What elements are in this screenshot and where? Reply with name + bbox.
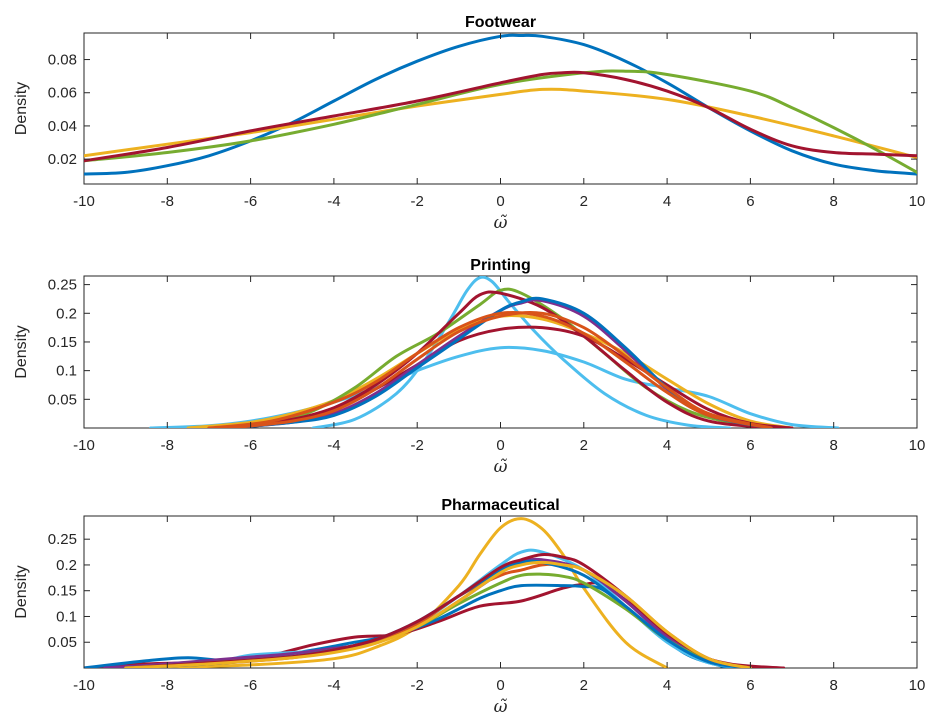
series-group [149, 276, 840, 428]
x-tick-label: 10 [909, 437, 926, 454]
x-tick-label: -10 [73, 677, 95, 694]
x-tick-label: 4 [663, 193, 671, 210]
y-tick-label: 0.08 [48, 52, 77, 69]
panel-title: Footwear [465, 14, 536, 31]
panel-title: Printing [470, 257, 530, 274]
y-tick-label: 0.25 [48, 277, 77, 294]
y-tick-label: 0.05 [48, 634, 77, 651]
x-tick-label: -4 [327, 437, 340, 454]
y-tick-label: 0.15 [48, 583, 77, 600]
series-group [84, 517, 786, 668]
x-tick-label: 0 [496, 677, 504, 694]
y-tick-label: 0.05 [48, 391, 77, 408]
y-tick-label: 0.15 [48, 334, 77, 351]
x-tick-label: 2 [580, 193, 588, 210]
x-tick-label: -4 [327, 193, 340, 210]
x-axis-label: ω̃ [494, 457, 508, 477]
y-tick-label: 0.1 [56, 363, 77, 380]
chart-panel-2: -10 -8 -6 -4 -2 0 2 4 6 8 10 0.05 0.1 0.15 0.2 0.25 Phar… [13, 497, 925, 717]
x-tick-label: -8 [161, 437, 174, 454]
series-line-0 [84, 33, 917, 176]
series-line-9 [228, 311, 773, 428]
y-axis-label: Density [13, 325, 30, 378]
x-tick-label: -2 [411, 193, 424, 210]
x-tick-label: -8 [161, 677, 174, 694]
x-tick-label: 0 [496, 193, 504, 210]
panel-title: Pharmaceutical [441, 497, 559, 514]
series-line-9 [124, 560, 752, 668]
x-tick-label: 10 [909, 193, 926, 210]
x-tick-label: 4 [663, 437, 671, 454]
x-tick-label: -4 [327, 677, 340, 694]
y-tick-label: 0.2 [56, 557, 77, 574]
y-tick-label: 0.06 [48, 85, 77, 102]
y-tick-label: 0.02 [48, 151, 77, 168]
x-tick-label: 6 [746, 193, 754, 210]
y-tick-label: 0.04 [48, 118, 77, 135]
x-tick-label: 2 [580, 437, 588, 454]
x-tick-label: 10 [909, 677, 926, 694]
y-tick-label: 0.2 [56, 305, 77, 322]
series-line-5 [228, 290, 773, 428]
x-tick-label: 6 [746, 437, 754, 454]
series-line-8 [207, 310, 773, 428]
x-tick-label: -10 [73, 193, 95, 210]
x-tick-label: 4 [663, 677, 671, 694]
x-tick-label: -10 [73, 437, 95, 454]
plot-area [83, 32, 918, 185]
x-tick-label: -6 [244, 677, 257, 694]
x-tick-label: -6 [244, 437, 257, 454]
x-tick-label: 2 [580, 677, 588, 694]
x-tick-label: 8 [830, 437, 838, 454]
series-line-3 [84, 70, 917, 163]
x-tick-label: -2 [411, 437, 424, 454]
x-tick-label: -2 [411, 677, 424, 694]
plot-area [83, 275, 918, 429]
x-axis-label: ω̃ [494, 213, 508, 233]
x-tick-label: 8 [830, 193, 838, 210]
y-axis-label: Density [13, 82, 30, 135]
x-tick-label: 8 [830, 677, 838, 694]
x-tick-label: 6 [746, 677, 754, 694]
series-line-1 [311, 276, 732, 428]
series-group [84, 33, 917, 176]
chart-panel-1: -10 -8 -6 -4 -2 0 2 4 6 8 10 0.05 0.1 0.15 0.2 0.25 Prin… [13, 257, 925, 477]
y-axis-label: Density [13, 565, 30, 618]
x-axis-label: ω̃ [494, 697, 508, 717]
x-tick-label: 0 [496, 437, 504, 454]
y-tick-label: 0.25 [48, 531, 77, 548]
chart-panel-0: -10 -8 -6 -4 -2 0 2 4 6 8 10 0.02 0.04 0.06 0.08 Footwe… [13, 14, 925, 233]
x-tick-label: -8 [161, 193, 174, 210]
y-tick-label: 0.1 [56, 608, 77, 625]
x-tick-label: -6 [244, 193, 257, 210]
